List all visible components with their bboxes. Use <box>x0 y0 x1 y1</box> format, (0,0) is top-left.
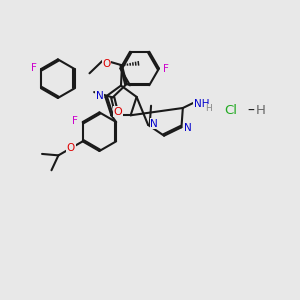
Text: –: – <box>247 103 254 117</box>
Text: O: O <box>113 107 122 117</box>
Text: Cl: Cl <box>224 104 237 117</box>
Text: H: H <box>205 104 212 113</box>
Text: NH: NH <box>194 99 209 109</box>
Text: F: F <box>72 116 78 126</box>
Text: N: N <box>95 91 103 101</box>
Text: F: F <box>31 63 37 73</box>
Text: O: O <box>67 143 75 153</box>
Text: N: N <box>150 119 158 129</box>
Text: N: N <box>184 123 191 133</box>
Text: F: F <box>163 64 169 74</box>
Text: H: H <box>256 104 266 117</box>
Text: O: O <box>102 59 110 69</box>
